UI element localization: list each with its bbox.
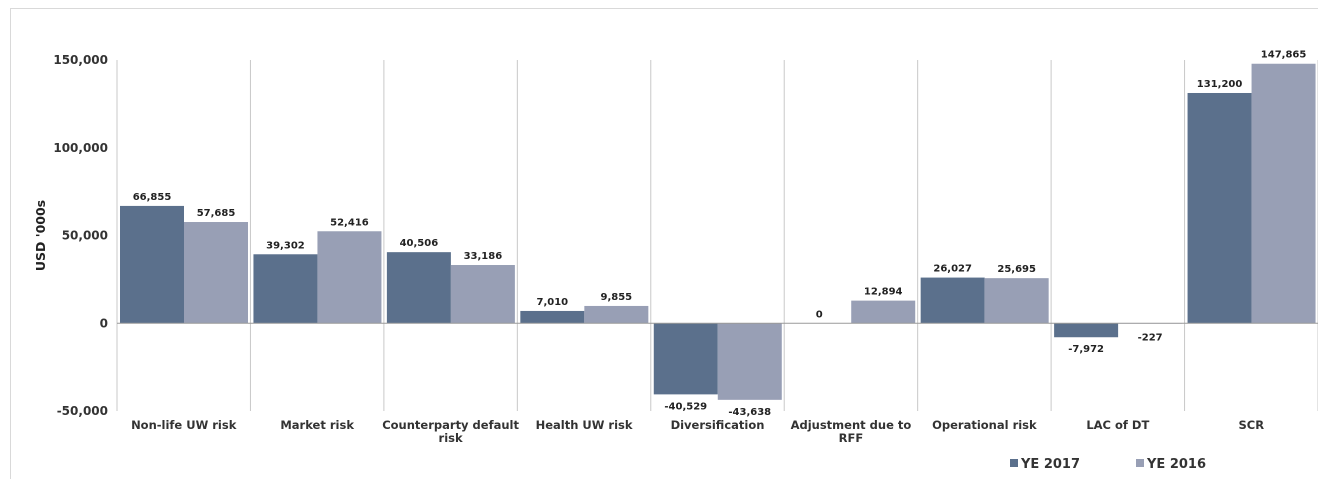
y-tick-label: -50,000 bbox=[57, 404, 108, 418]
bar-ye-2016 bbox=[450, 265, 515, 324]
bar-ye-2017 bbox=[520, 310, 585, 324]
data-label: 147,865 bbox=[1261, 50, 1307, 61]
legend-label: YE 2017 bbox=[1020, 457, 1080, 472]
y-axis-title: USD '000s bbox=[33, 200, 48, 271]
x-tick-label: RFF bbox=[839, 431, 864, 445]
y-tick-label: 0 bbox=[100, 316, 108, 330]
y-tick-label: 150,000 bbox=[53, 53, 108, 67]
bar-ye-2016 bbox=[851, 300, 916, 324]
y-tick-label: 50,000 bbox=[62, 229, 108, 243]
data-label: 39,302 bbox=[266, 240, 305, 251]
bar-ye-2016 bbox=[1251, 63, 1316, 324]
bar-ye-2016 bbox=[317, 231, 382, 324]
x-tick-label: Health UW risk bbox=[536, 418, 633, 432]
x-tick-label: Market risk bbox=[280, 418, 354, 432]
x-tick-label: risk bbox=[439, 431, 463, 445]
data-label: 57,685 bbox=[197, 208, 236, 219]
x-tick-label: Non-life UW risk bbox=[131, 418, 237, 432]
x-tick-label: Diversification bbox=[671, 418, 765, 432]
data-label: 0 bbox=[816, 309, 823, 320]
x-tick-label: Adjustment due to bbox=[791, 418, 912, 432]
data-label: 12,894 bbox=[864, 287, 903, 298]
bar-ye-2017 bbox=[253, 254, 318, 324]
legend-swatch bbox=[1010, 459, 1018, 467]
data-label: -43,638 bbox=[728, 407, 771, 418]
bar-ye-2017 bbox=[386, 252, 451, 324]
data-label: 66,855 bbox=[133, 192, 172, 203]
data-label: 40,506 bbox=[400, 238, 439, 249]
legend-swatch bbox=[1136, 459, 1144, 467]
x-tick-label: Operational risk bbox=[932, 418, 1037, 432]
bar-ye-2017 bbox=[120, 205, 184, 324]
data-label: 25,695 bbox=[997, 264, 1036, 275]
y-tick-label: 100,000 bbox=[53, 141, 108, 155]
data-label: 26,027 bbox=[933, 264, 972, 275]
data-label: 7,010 bbox=[537, 297, 569, 308]
chart-frame bbox=[10, 8, 1318, 479]
bar-ye-2017 bbox=[1054, 323, 1119, 338]
bar-ye-2016 bbox=[184, 222, 248, 324]
data-label: 131,200 bbox=[1197, 79, 1243, 90]
data-label: 9,855 bbox=[601, 292, 633, 303]
bar-ye-2016 bbox=[584, 305, 649, 324]
bar-ye-2017 bbox=[1187, 92, 1252, 324]
bar-ye-2017 bbox=[920, 277, 985, 324]
data-label: 52,416 bbox=[330, 217, 369, 228]
legend-label: YE 2016 bbox=[1146, 457, 1206, 472]
x-tick-label: Counterparty default bbox=[382, 418, 519, 432]
data-label: 33,186 bbox=[464, 251, 503, 262]
bar-ye-2017 bbox=[653, 323, 718, 395]
data-label: -40,529 bbox=[664, 401, 707, 412]
data-label: -7,972 bbox=[1068, 344, 1104, 355]
data-label: -227 bbox=[1138, 332, 1163, 343]
x-tick-label: LAC of DT bbox=[1086, 418, 1149, 432]
x-tick-label: SCR bbox=[1238, 418, 1264, 432]
bar-ye-2016 bbox=[717, 323, 782, 400]
bar-ye-2016 bbox=[984, 278, 1049, 324]
